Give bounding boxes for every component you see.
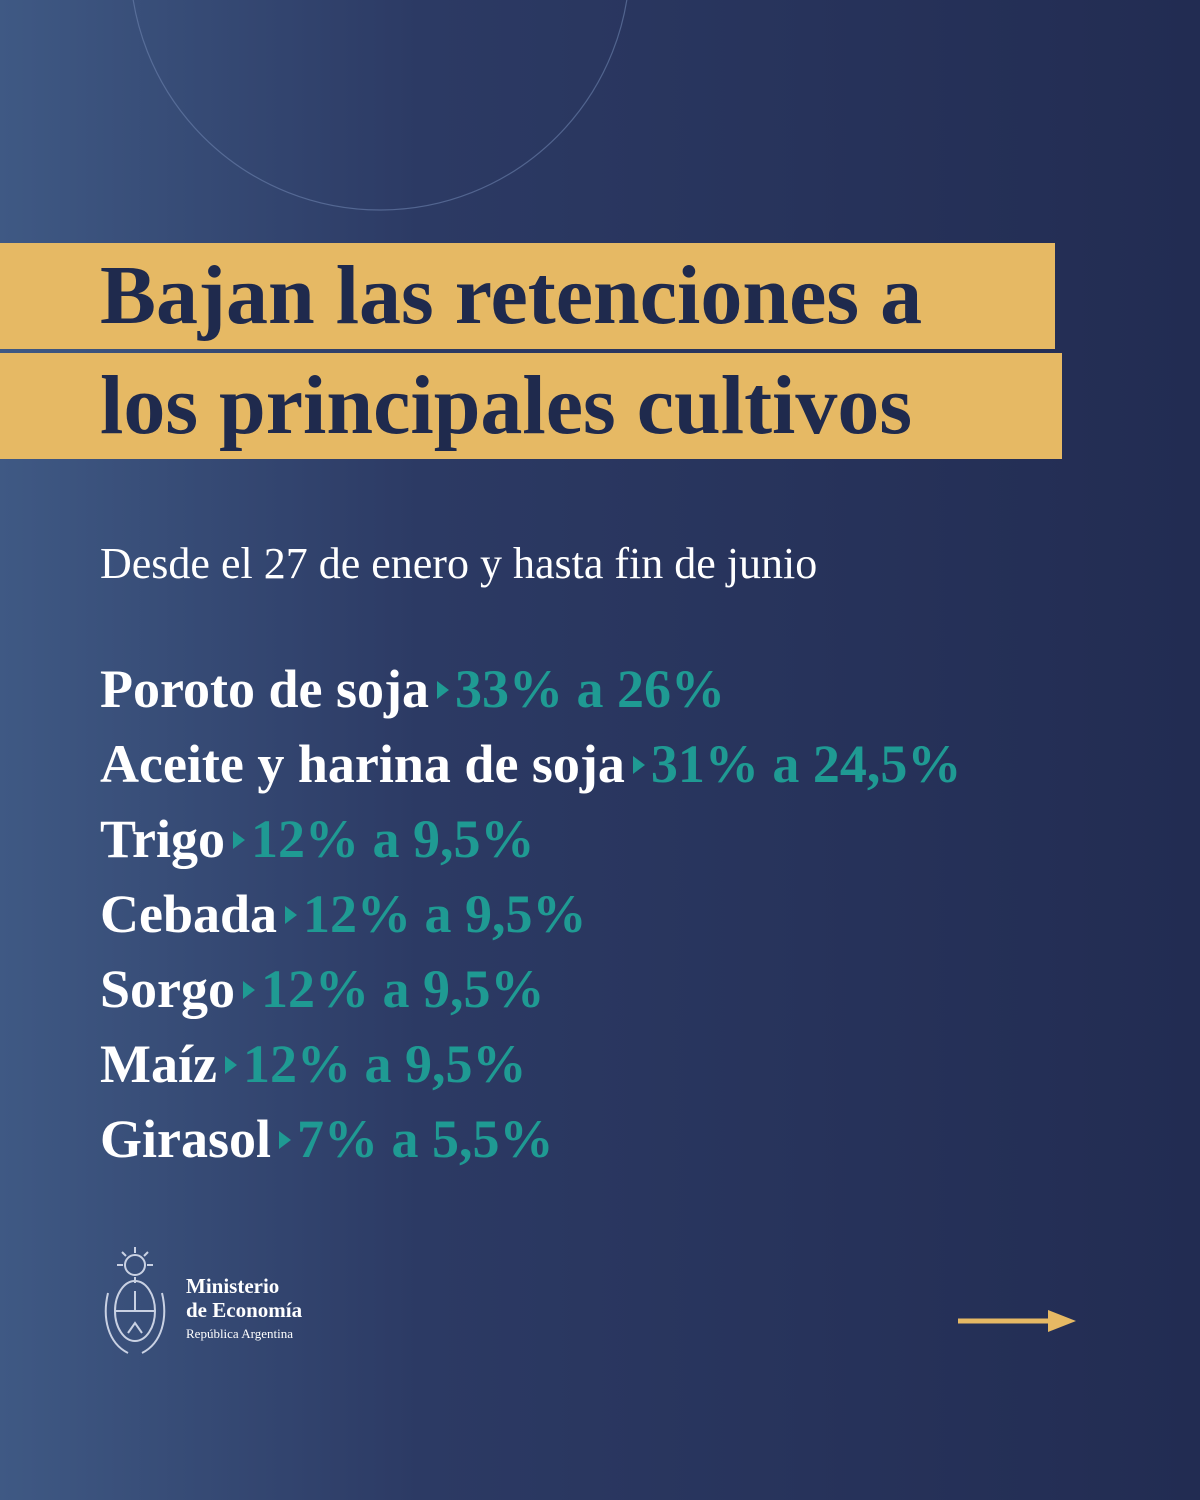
title-line: los principales cultivos — [0, 353, 1062, 459]
crop-name: Trigo — [100, 809, 225, 869]
bullet-arrow — [436, 680, 449, 699]
bullet-arrow — [232, 830, 245, 849]
rate: 12% a 9,5% — [303, 884, 587, 944]
footer-text: de Economía — [186, 1298, 303, 1322]
bullet-arrow — [279, 1130, 291, 1149]
bullet-arrow — [243, 980, 255, 999]
crop-name: Maíz — [100, 1034, 217, 1094]
item-row: Maíz 12% a 9,5% — [100, 1027, 961, 1102]
item-row: Cebada 12% a 9,5% — [100, 877, 961, 952]
rate: 12% a 9,5% — [261, 959, 545, 1019]
crop-name: Aceite y harina de soja — [100, 734, 625, 794]
rate: 33% a 26% — [454, 659, 725, 719]
title-line: Bajan las retenciones a — [0, 243, 1055, 349]
item-row: Aceite y harina de soja 31% a 24,5% — [100, 727, 961, 802]
bullet-arrow — [632, 755, 645, 774]
crop-name: Cebada — [100, 884, 278, 944]
item-row: Trigo 12% a 9,5% — [100, 802, 961, 877]
crop-name: Poroto de soja — [100, 659, 429, 719]
emblem — [104, 1247, 166, 1354]
rate: 12% a 9,5% — [242, 1034, 527, 1094]
footer-text: Ministerio — [186, 1274, 280, 1298]
rate: 12% a 9,5% — [250, 809, 535, 869]
item-list: Poroto de soja 33% a 26% Aceite y harina d… — [100, 652, 961, 1177]
item-row: Sorgo 12% a 9,5% — [100, 952, 961, 1027]
rate: 31% a 24,5% — [650, 734, 962, 794]
next-arrow[interactable] — [958, 1306, 1078, 1336]
bullet-arrow — [285, 905, 298, 924]
crop-name: Girasol — [100, 1109, 271, 1169]
crop-name: Sorgo — [100, 959, 235, 1019]
bullet-arrow — [224, 1055, 237, 1074]
item-row: Poroto de soja 33% a 26% — [100, 652, 961, 727]
rate: 7% a 5,5% — [297, 1109, 554, 1169]
item-row: Girasol 7% a 5,5% — [100, 1102, 961, 1177]
subtitle: Desde el 27 de enero y hasta fin de juni… — [100, 539, 818, 588]
footer-text: República Argentina — [186, 1326, 293, 1341]
